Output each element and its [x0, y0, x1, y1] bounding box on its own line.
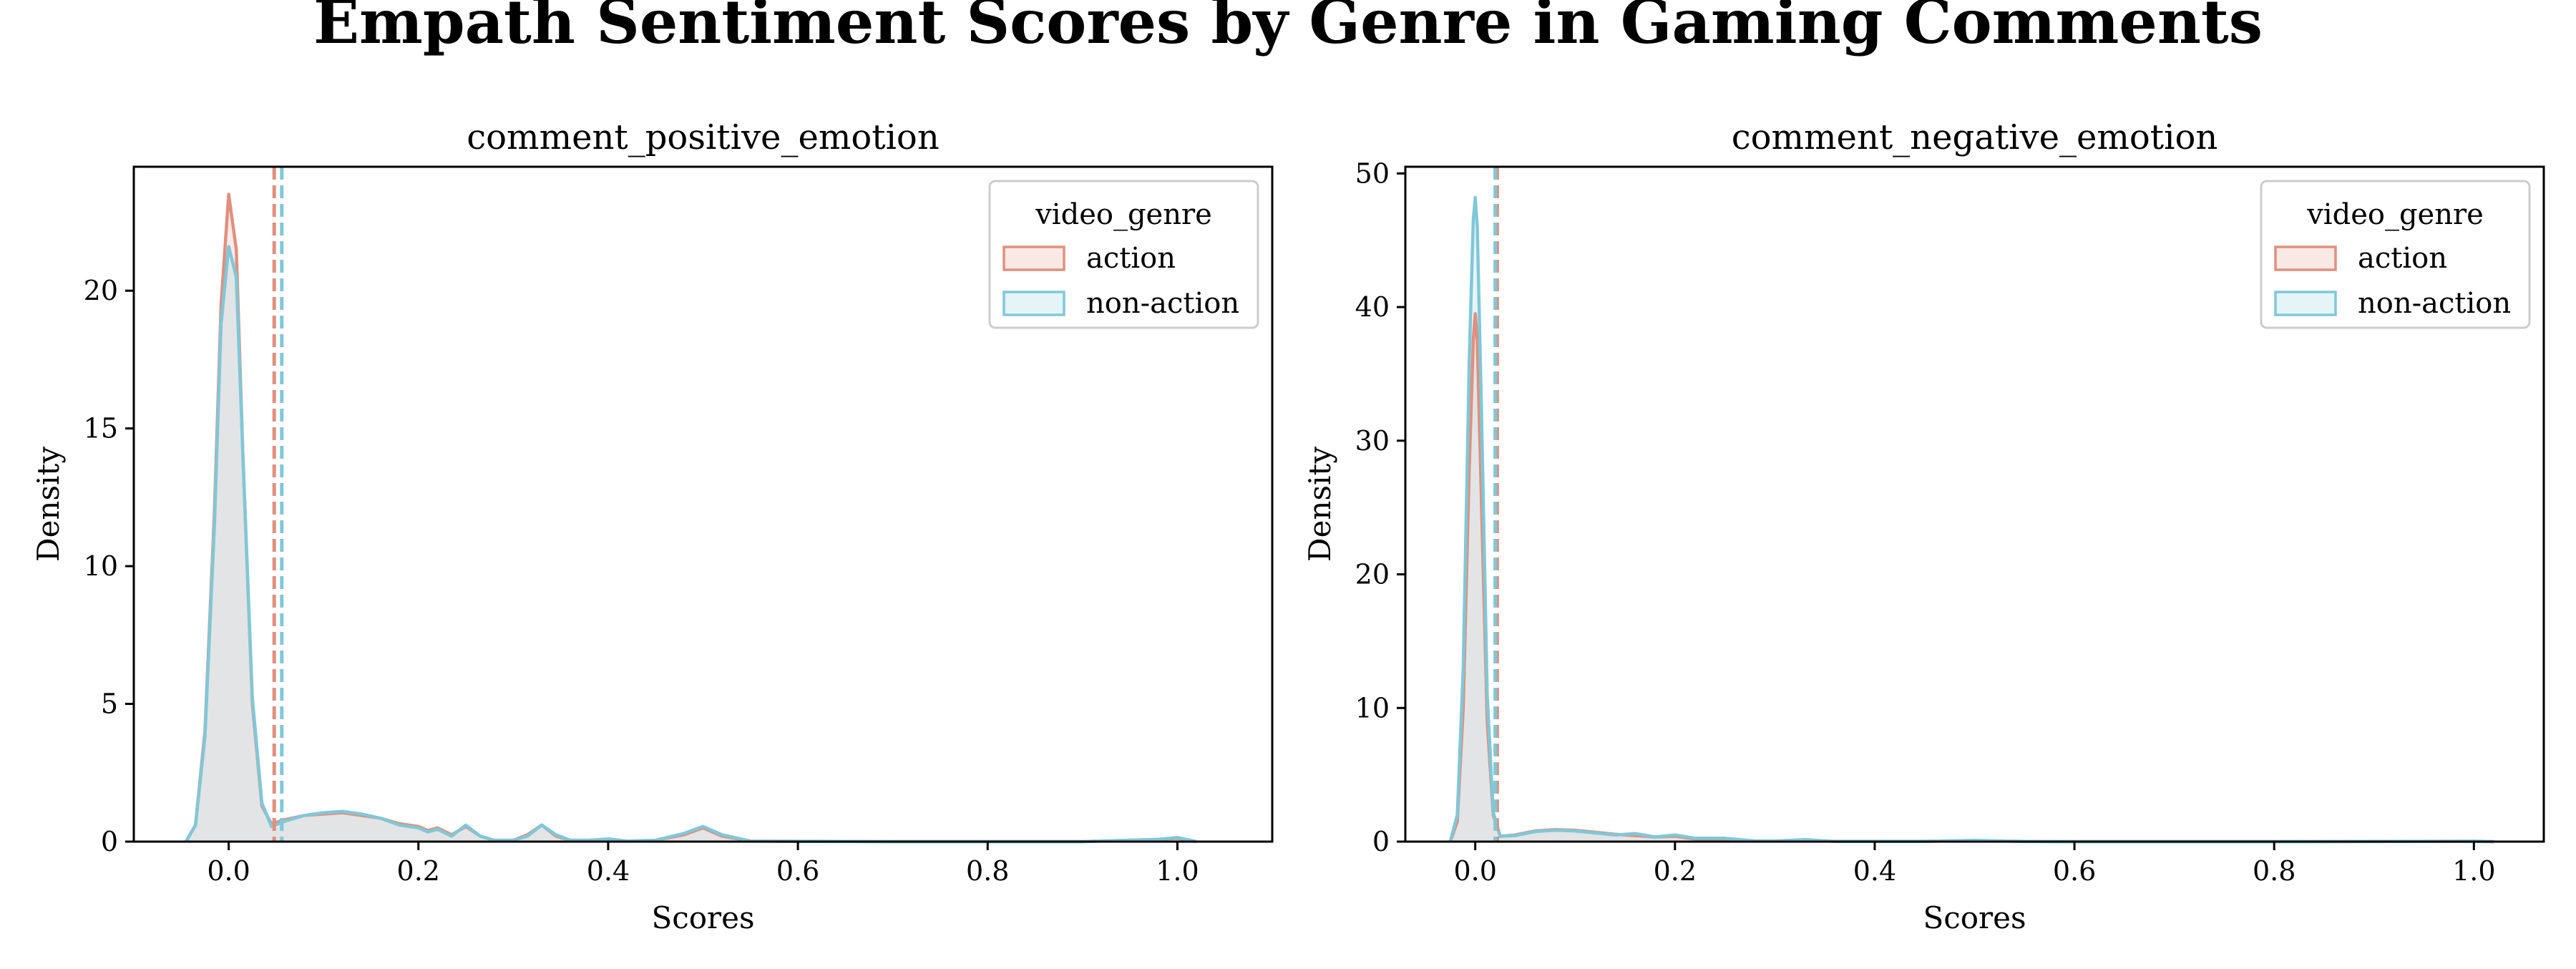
y-tick-label: 5 — [101, 688, 118, 720]
legend-swatch-non-action — [2274, 291, 2337, 316]
x-axis-label: Scores — [1923, 900, 2026, 935]
y-tick-label: 40 — [1355, 291, 1390, 323]
x-tick-label: 0.6 — [2053, 855, 2096, 887]
legend-swatch-action — [2274, 245, 2337, 271]
subplot-1: 0.0 0.2 0.4 0.6 0.8 1.0 0 5 10 15 20 comment_positi… — [31, 117, 1274, 935]
subplot-title: comment_negative_emotion — [1732, 117, 2218, 157]
legend-label-action: action — [2358, 242, 2447, 275]
y-tick-label: 30 — [1355, 425, 1390, 457]
legend-title: video_genre — [1035, 198, 1212, 231]
axes-frame — [132, 165, 1274, 843]
density-fill-action — [1450, 313, 2494, 842]
x-tick-label: 0.6 — [776, 855, 819, 887]
y-tick-label: 10 — [84, 550, 118, 582]
x-tick-label: 0.0 — [207, 855, 250, 887]
y-tick-label: 0 — [101, 826, 118, 857]
y-tick-label: 20 — [84, 275, 118, 306]
figure-title: Empath Sentiment Scores by Genre in Gami… — [313, 0, 2263, 57]
density-line-non-action — [184, 245, 1197, 844]
x-tick-label: 1.0 — [2452, 855, 2495, 887]
legend-swatch-non-action — [1002, 291, 1065, 316]
x-tick-label: 1.0 — [1156, 855, 1199, 887]
legend-swatch-action — [1002, 245, 1065, 271]
density-line-action — [1448, 312, 2494, 844]
x-tick-label: 0.2 — [1654, 855, 1697, 887]
legend-title: video_genre — [2306, 198, 2484, 231]
y-tick-label: 20 — [1355, 559, 1390, 590]
y-tick-label: 15 — [84, 413, 118, 444]
legend-label-action: action — [1086, 242, 1176, 275]
subplot-title: comment_positive_emotion — [467, 117, 939, 157]
subplot-2: 0.0 0.2 0.4 0.6 0.8 1.0 0 10 20 30 40 50 comment_neg… — [1302, 117, 2545, 935]
x-tick-label: 0.4 — [587, 855, 630, 887]
y-axis-label: Density — [31, 447, 66, 562]
x-tick-label: 0.8 — [2253, 855, 2296, 887]
y-axis-label: Density — [1302, 447, 1337, 562]
x-tick-label: 0.2 — [397, 855, 440, 887]
y-tick-label: 50 — [1355, 157, 1390, 189]
legend-label-non-action: non-action — [1086, 287, 1239, 320]
x-tick-label: 0.0 — [1453, 855, 1496, 887]
y-tick-label: 10 — [1355, 692, 1390, 724]
axes-frame — [1404, 165, 2545, 843]
x-axis-label: Scores — [651, 900, 754, 935]
legend-label-non-action: non-action — [2358, 287, 2511, 320]
x-tick-label: 0.8 — [966, 855, 1009, 887]
y-tick-label: 0 — [1372, 826, 1390, 857]
x-tick-label: 0.4 — [1853, 855, 1896, 887]
density-fill-non-action — [185, 246, 1196, 842]
